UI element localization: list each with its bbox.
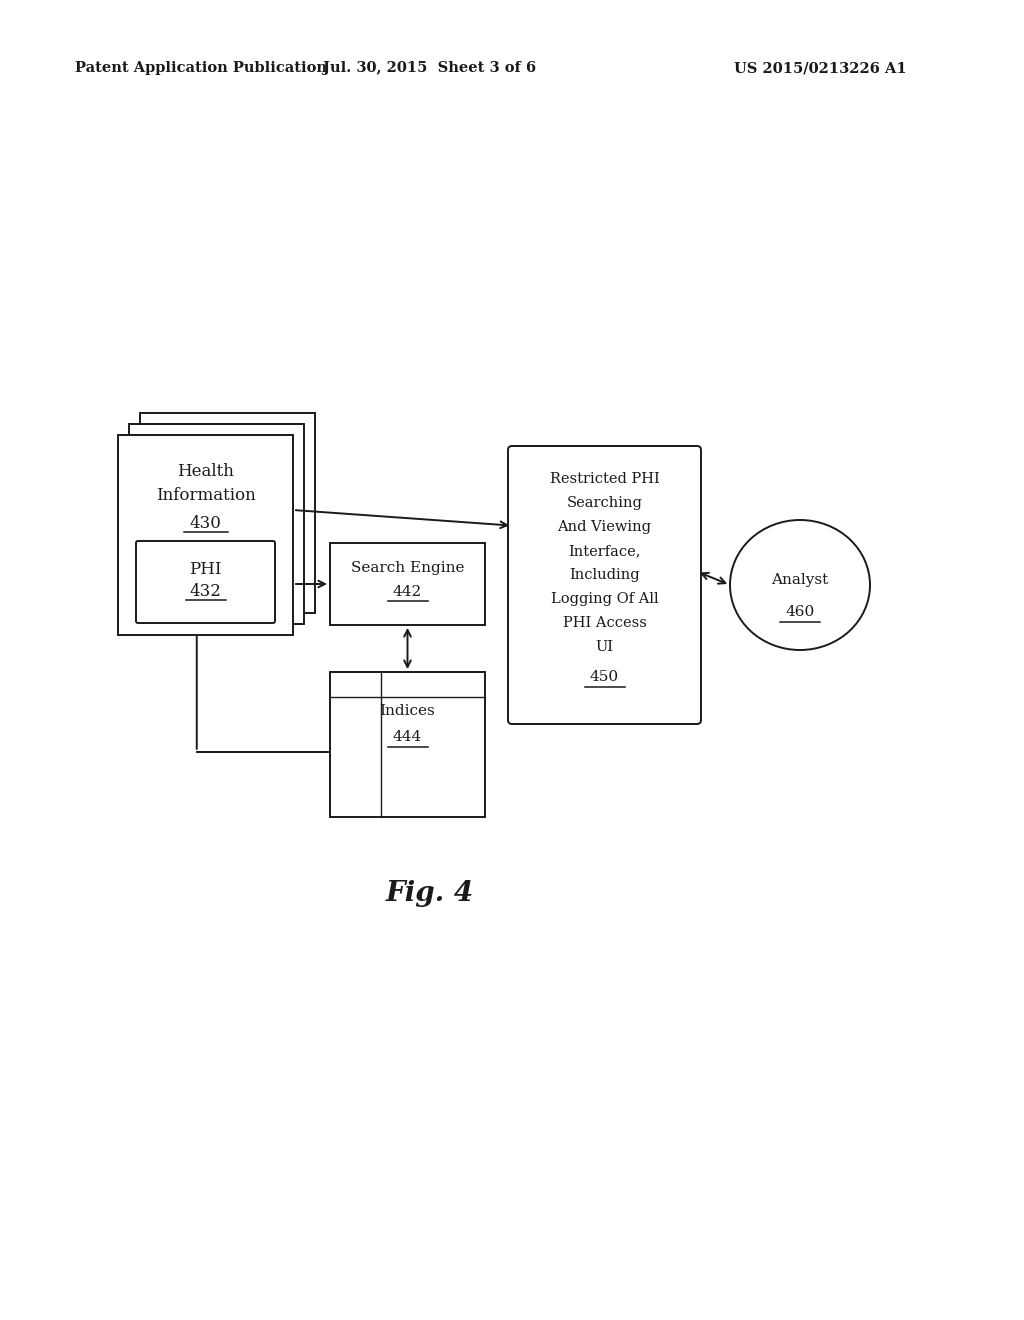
Text: Patent Application Publication: Patent Application Publication	[75, 61, 327, 75]
Text: 450: 450	[590, 671, 620, 684]
Text: Health: Health	[177, 463, 233, 480]
Text: PHI: PHI	[189, 561, 222, 578]
FancyBboxPatch shape	[118, 436, 293, 635]
FancyBboxPatch shape	[129, 424, 304, 624]
Ellipse shape	[730, 520, 870, 649]
FancyBboxPatch shape	[508, 446, 701, 723]
FancyBboxPatch shape	[136, 541, 275, 623]
Text: 430: 430	[189, 515, 221, 532]
Text: PHI Access: PHI Access	[562, 616, 646, 630]
Text: Logging Of All: Logging Of All	[551, 591, 658, 606]
Text: Restricted PHI: Restricted PHI	[550, 473, 659, 486]
Text: 432: 432	[189, 583, 221, 601]
Text: 442: 442	[393, 585, 422, 599]
Text: Search Engine: Search Engine	[351, 561, 464, 576]
Text: Analyst: Analyst	[771, 573, 828, 587]
Text: Jul. 30, 2015  Sheet 3 of 6: Jul. 30, 2015 Sheet 3 of 6	[324, 61, 537, 75]
Text: Interface,: Interface,	[568, 544, 641, 558]
Text: Information: Information	[156, 487, 255, 504]
Text: UI: UI	[596, 640, 613, 653]
FancyBboxPatch shape	[330, 543, 485, 624]
FancyBboxPatch shape	[140, 413, 315, 612]
Text: And Viewing: And Viewing	[557, 520, 651, 535]
Text: Indices: Indices	[380, 704, 435, 718]
Text: 444: 444	[393, 730, 422, 744]
Text: 460: 460	[785, 605, 815, 619]
Text: Fig. 4: Fig. 4	[386, 880, 474, 907]
Text: Searching: Searching	[566, 496, 642, 510]
Text: Including: Including	[569, 568, 640, 582]
FancyBboxPatch shape	[330, 672, 485, 817]
Text: US 2015/0213226 A1: US 2015/0213226 A1	[733, 61, 906, 75]
